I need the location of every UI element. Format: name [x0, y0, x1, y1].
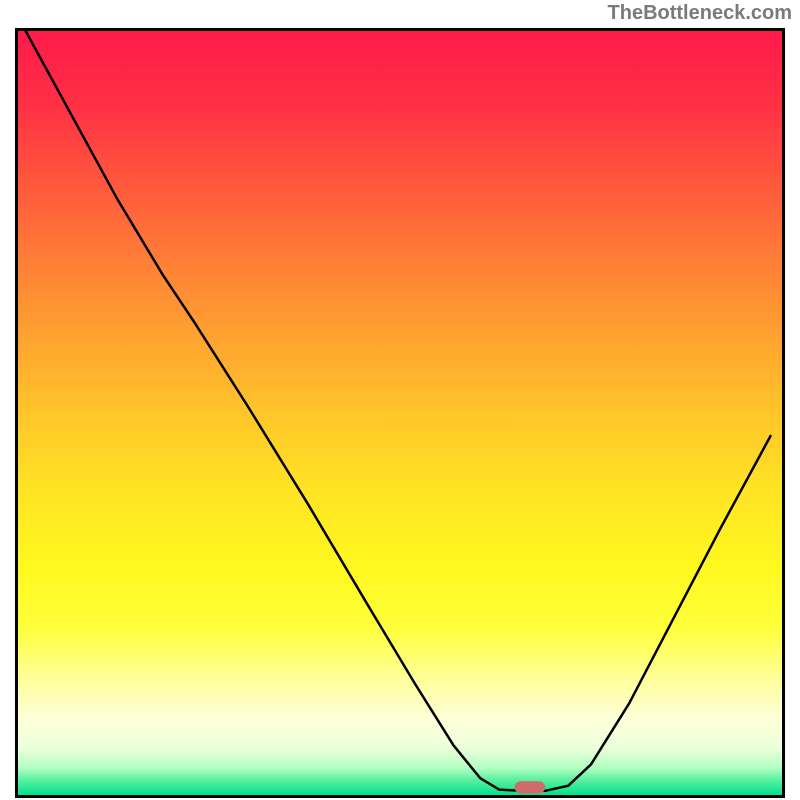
- plot-area: [15, 28, 785, 798]
- optimal-marker: [515, 781, 546, 793]
- chart-container: TheBottleneck.com: [0, 0, 800, 800]
- plot-background: [18, 31, 782, 795]
- watermark-text: TheBottleneck.com: [608, 2, 792, 25]
- plot-svg: [15, 28, 785, 798]
